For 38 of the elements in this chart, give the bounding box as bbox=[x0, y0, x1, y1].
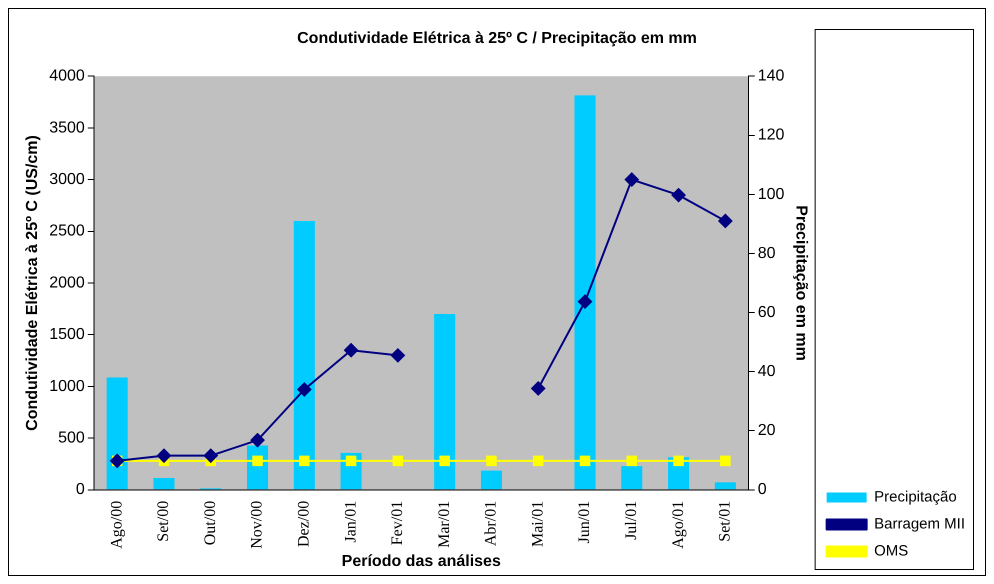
x-tick-label: Jun/01 bbox=[576, 500, 594, 544]
x-tick-label: Jul/01 bbox=[622, 500, 640, 540]
y2-tick-label: 40 bbox=[758, 363, 776, 380]
y-tick-label: 3500 bbox=[49, 119, 85, 136]
x-tick-label: Mai/01 bbox=[529, 500, 546, 548]
legend-label: OMS bbox=[874, 542, 908, 560]
x-tick-label: Ago/00 bbox=[108, 500, 126, 549]
y-tick-label: 3000 bbox=[49, 171, 85, 188]
x-tick-label: Out/00 bbox=[202, 500, 219, 546]
legend-label: Barragem MII bbox=[874, 516, 965, 533]
y-tick-label: 2500 bbox=[49, 222, 85, 240]
x-axis-title: Período das análises bbox=[342, 552, 501, 570]
y2-tick-label: 20 bbox=[758, 422, 776, 440]
y2-tick-label: 0 bbox=[758, 481, 767, 498]
y2-tick-label: 100 bbox=[758, 186, 785, 203]
y-tick-label: 500 bbox=[58, 430, 85, 447]
x-tick-label: Set/00 bbox=[155, 500, 172, 542]
x-tick-label: Mar/01 bbox=[436, 500, 453, 548]
y2-tick-label: 140 bbox=[758, 68, 785, 85]
y2-tick-label: 120 bbox=[758, 126, 785, 144]
chart-title: Condutividade Elétrica à 25º C / Precipitação em mm bbox=[297, 30, 697, 48]
y-tick-label: 0 bbox=[76, 481, 85, 498]
y-tick-label: 1000 bbox=[49, 378, 85, 395]
x-tick-label: Jan/01 bbox=[342, 500, 360, 543]
y2-tick-label: 60 bbox=[758, 304, 776, 321]
y-tick-label: 2000 bbox=[49, 274, 85, 292]
legend-label: Precipitação bbox=[874, 488, 957, 506]
y-tick-label: 1500 bbox=[49, 326, 85, 344]
y2-tick-label: 80 bbox=[758, 244, 776, 262]
y2-axis-title: Precipitação em mm bbox=[792, 205, 810, 361]
x-tick-label: Dez/00 bbox=[296, 500, 313, 548]
y-tick-label: 4000 bbox=[49, 68, 85, 85]
x-tick-label: Ago/01 bbox=[670, 500, 687, 549]
x-tick-label: Abr/01 bbox=[482, 500, 500, 546]
y-axis-title: Condutividade Elétrica à 25º C (US/cm) bbox=[24, 135, 42, 431]
x-tick-label: Set/01 bbox=[716, 500, 734, 542]
x-tick-label: Fev/01 bbox=[389, 500, 406, 546]
x-tick-label: Nov/00 bbox=[248, 500, 266, 549]
